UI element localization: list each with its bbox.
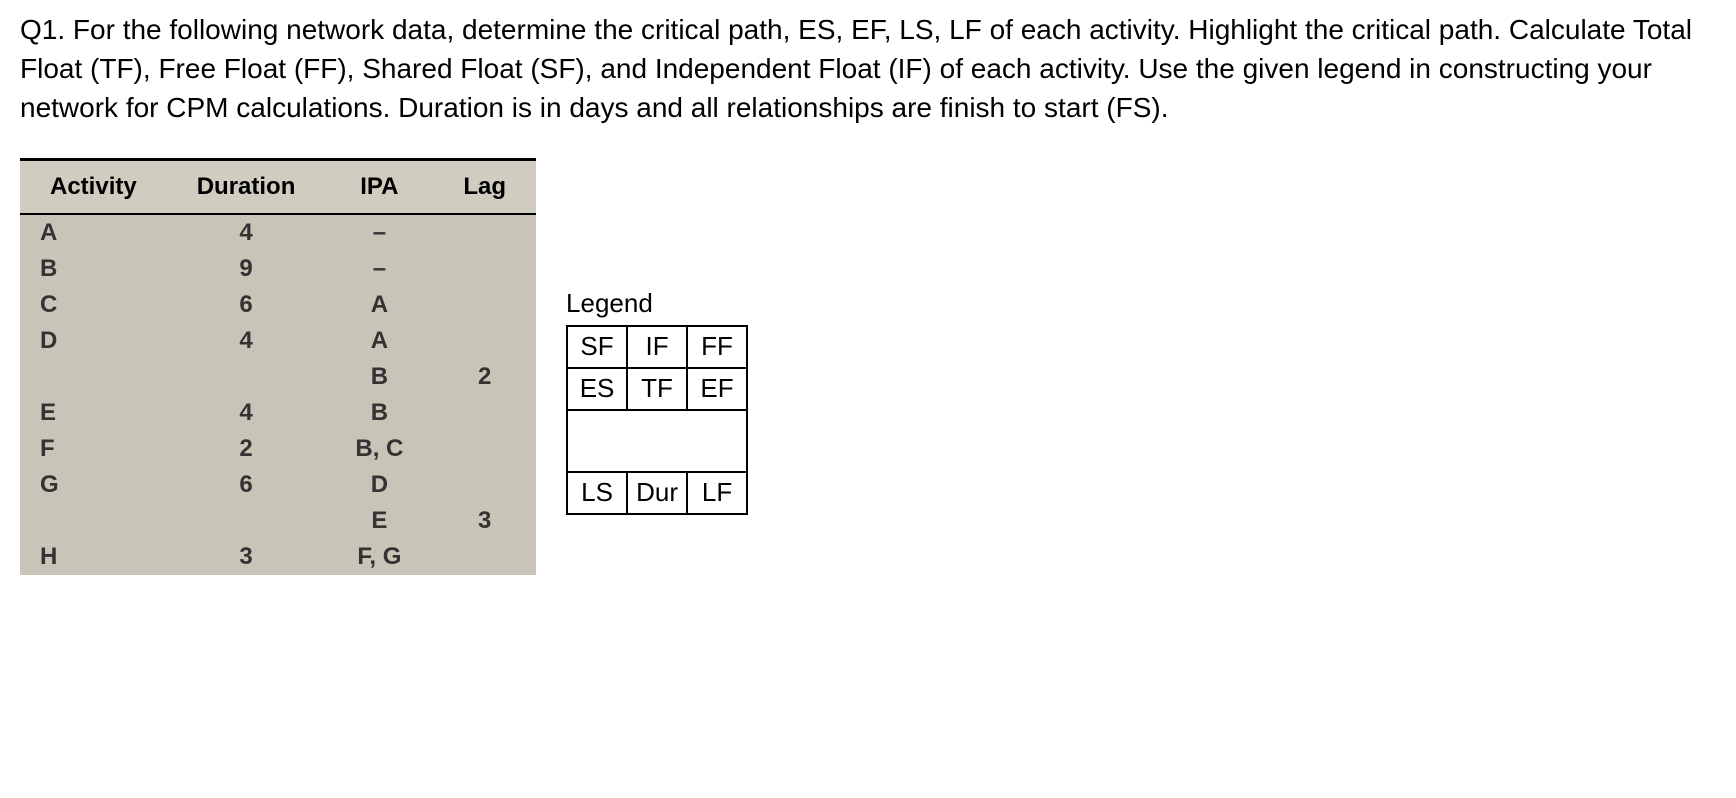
legend-cell-tf: TF xyxy=(627,368,687,410)
cell-ipa: – xyxy=(325,251,433,287)
table-row: B 2 xyxy=(20,359,536,395)
cell-duration: 4 xyxy=(167,323,326,359)
table-row: E 3 xyxy=(20,503,536,539)
legend-cell-ef: EF xyxy=(687,368,747,410)
legend-table: SF IF FF ES TF EF LS Dur LF xyxy=(566,325,748,515)
cell-duration xyxy=(167,503,326,539)
legend-cell-sf: SF xyxy=(567,326,627,368)
table-header-row: Activity Duration IPA Lag xyxy=(20,159,536,214)
legend-empty-cell xyxy=(567,410,747,472)
cell-lag xyxy=(433,251,536,287)
content-row: Activity Duration IPA Lag A 4 – B 9 – C … xyxy=(20,158,1716,575)
header-activity: Activity xyxy=(20,159,167,214)
cell-activity: H xyxy=(20,539,167,575)
table-row: E 4 B xyxy=(20,395,536,431)
cell-duration: 3 xyxy=(167,539,326,575)
header-ipa: IPA xyxy=(325,159,433,214)
table-row: F 2 B, C xyxy=(20,431,536,467)
cell-duration: 2 xyxy=(167,431,326,467)
cell-ipa: D xyxy=(325,467,433,503)
table-row: G 6 D xyxy=(20,467,536,503)
legend-container: Legend SF IF FF ES TF EF LS Dur LF xyxy=(566,288,748,515)
cell-lag xyxy=(433,214,536,251)
table-row: B 9 – xyxy=(20,251,536,287)
question-text: Q1. For the following network data, dete… xyxy=(20,10,1716,128)
activity-table: Activity Duration IPA Lag A 4 – B 9 – C … xyxy=(20,158,536,575)
legend-cell-ff: FF xyxy=(687,326,747,368)
cell-ipa: – xyxy=(325,214,433,251)
legend-cell-dur: Dur xyxy=(627,472,687,514)
cell-activity: A xyxy=(20,214,167,251)
header-duration: Duration xyxy=(167,159,326,214)
cell-ipa: A xyxy=(325,287,433,323)
cell-duration: 4 xyxy=(167,214,326,251)
table-row: A 4 – xyxy=(20,214,536,251)
cell-lag xyxy=(433,539,536,575)
cell-duration xyxy=(167,359,326,395)
cell-lag xyxy=(433,431,536,467)
cell-duration: 6 xyxy=(167,287,326,323)
cell-lag: 2 xyxy=(433,359,536,395)
legend-cell-lf: LF xyxy=(687,472,747,514)
legend-cell-if: IF xyxy=(627,326,687,368)
cell-activity: G xyxy=(20,467,167,503)
cell-ipa: B, C xyxy=(325,431,433,467)
cell-lag xyxy=(433,395,536,431)
table-row: H 3 F, G xyxy=(20,539,536,575)
cell-activity xyxy=(20,359,167,395)
cell-ipa: B xyxy=(325,395,433,431)
cell-lag xyxy=(433,467,536,503)
cell-activity: E xyxy=(20,395,167,431)
cell-ipa: F, G xyxy=(325,539,433,575)
legend-row-2: ES TF EF xyxy=(567,368,747,410)
header-lag: Lag xyxy=(433,159,536,214)
legend-row-1: SF IF FF xyxy=(567,326,747,368)
cell-lag xyxy=(433,287,536,323)
cell-duration: 9 xyxy=(167,251,326,287)
legend-row-3: LS Dur LF xyxy=(567,472,747,514)
cell-activity: C xyxy=(20,287,167,323)
cell-duration: 4 xyxy=(167,395,326,431)
cell-duration: 6 xyxy=(167,467,326,503)
cell-activity: B xyxy=(20,251,167,287)
table-row: D 4 A xyxy=(20,323,536,359)
cell-lag: 3 xyxy=(433,503,536,539)
cell-ipa: A xyxy=(325,323,433,359)
cell-activity: D xyxy=(20,323,167,359)
table-row: C 6 A xyxy=(20,287,536,323)
cell-lag xyxy=(433,323,536,359)
legend-cell-ls: LS xyxy=(567,472,627,514)
cell-ipa: B xyxy=(325,359,433,395)
legend-empty-row xyxy=(567,410,747,472)
legend-cell-es: ES xyxy=(567,368,627,410)
cell-activity: F xyxy=(20,431,167,467)
cell-activity xyxy=(20,503,167,539)
cell-ipa: E xyxy=(325,503,433,539)
legend-title: Legend xyxy=(566,288,748,319)
